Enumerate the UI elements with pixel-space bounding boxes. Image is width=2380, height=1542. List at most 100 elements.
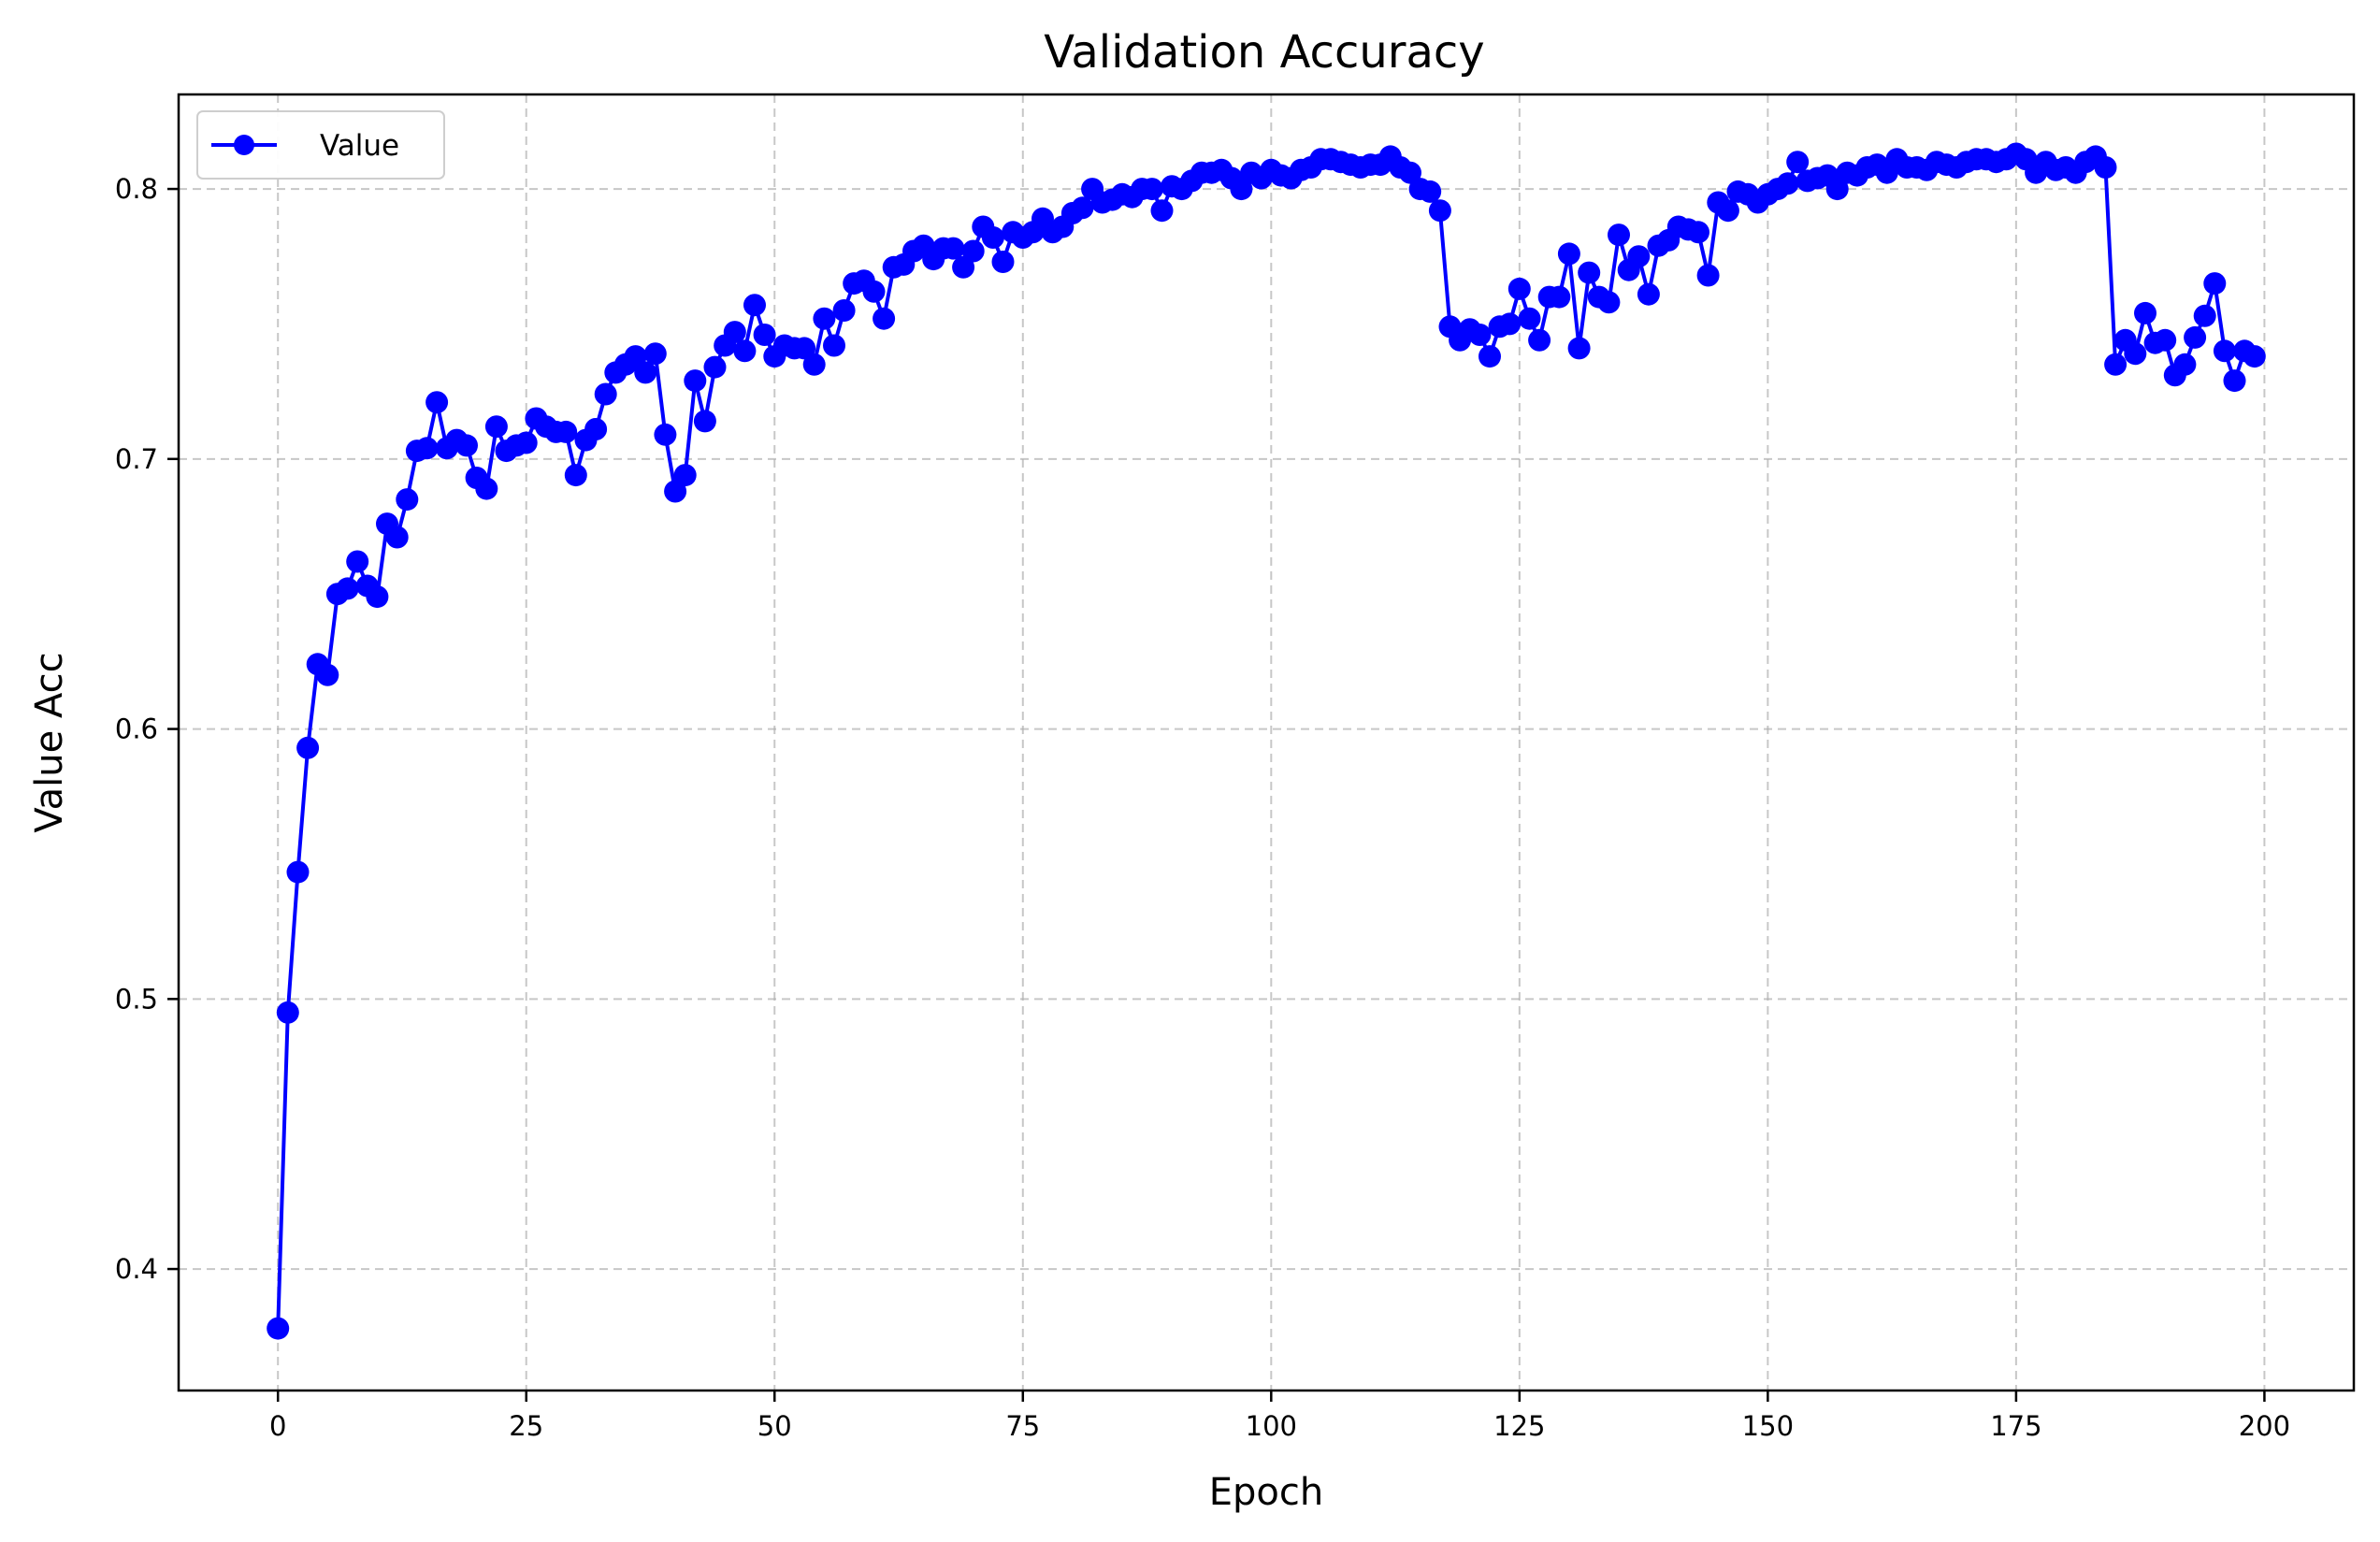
data-point bbox=[723, 321, 746, 344]
y-axis-title: Value Acc bbox=[28, 652, 71, 832]
data-point bbox=[1825, 178, 1849, 201]
data-point bbox=[1776, 172, 1799, 195]
data-point bbox=[1507, 277, 1531, 300]
data-point bbox=[594, 382, 617, 406]
data-point bbox=[426, 391, 449, 414]
data-point bbox=[634, 361, 657, 384]
y-tick-label: 0.7 bbox=[115, 443, 158, 475]
legend-box bbox=[196, 110, 445, 180]
data-point bbox=[991, 251, 1015, 273]
data-point bbox=[952, 255, 975, 279]
data-point bbox=[396, 488, 419, 512]
data-point bbox=[366, 585, 389, 609]
data-point bbox=[1230, 178, 1253, 201]
data-point bbox=[1478, 345, 1501, 368]
data-point bbox=[336, 577, 359, 600]
x-tick-label: 100 bbox=[1246, 1410, 1297, 1442]
data-point bbox=[664, 480, 687, 503]
data-point bbox=[813, 307, 836, 330]
data-point bbox=[267, 1317, 290, 1340]
data-point bbox=[555, 420, 578, 443]
data-point bbox=[484, 415, 508, 439]
data-point bbox=[1696, 264, 1720, 287]
legend: Value bbox=[196, 110, 445, 180]
data-point bbox=[584, 418, 608, 440]
y-tick-label: 0.6 bbox=[115, 713, 158, 745]
data-point bbox=[1557, 242, 1580, 266]
data-point bbox=[1548, 285, 1571, 309]
data-point bbox=[564, 464, 587, 487]
data-point bbox=[873, 307, 896, 330]
y-tick-label: 0.8 bbox=[115, 173, 158, 205]
data-point bbox=[643, 342, 667, 366]
x-tick-label: 75 bbox=[1005, 1410, 1040, 1442]
x-axis-title: Epoch bbox=[1209, 1471, 1323, 1514]
data-point bbox=[823, 334, 845, 357]
data-point bbox=[2094, 156, 2117, 179]
data-point bbox=[733, 339, 757, 363]
data-point bbox=[793, 337, 816, 360]
x-tick-label: 125 bbox=[1493, 1410, 1545, 1442]
x-tick-label: 50 bbox=[757, 1410, 792, 1442]
data-point bbox=[415, 437, 439, 460]
plot-frame bbox=[177, 93, 2356, 1392]
data-point bbox=[1150, 199, 1174, 223]
data-point bbox=[961, 239, 985, 263]
data-point bbox=[296, 736, 320, 759]
data-point bbox=[1786, 151, 1810, 174]
data-point bbox=[455, 434, 478, 457]
data-point bbox=[753, 324, 776, 346]
data-point bbox=[2134, 301, 2156, 324]
data-point bbox=[1578, 261, 1601, 284]
data-point bbox=[703, 355, 727, 379]
data-point bbox=[1071, 196, 1094, 220]
data-point bbox=[2203, 272, 2227, 295]
y-tick-label: 0.5 bbox=[115, 983, 158, 1015]
data-point bbox=[832, 299, 856, 322]
data-point bbox=[673, 464, 697, 487]
data-point bbox=[2243, 345, 2266, 368]
data-point bbox=[385, 526, 409, 549]
data-point bbox=[1567, 337, 1591, 360]
x-tick-label: 150 bbox=[1742, 1410, 1794, 1442]
data-point bbox=[743, 294, 766, 317]
data-point bbox=[346, 550, 369, 573]
data-point bbox=[1419, 180, 1442, 203]
data-point bbox=[624, 345, 647, 368]
data-point bbox=[1528, 328, 1551, 352]
y-tick-label: 0.4 bbox=[115, 1253, 158, 1285]
x-tick-label: 0 bbox=[269, 1410, 286, 1442]
legend-label: Value bbox=[320, 129, 399, 163]
data-point bbox=[684, 369, 707, 393]
data-point bbox=[2213, 339, 2236, 363]
data-point bbox=[1428, 199, 1451, 223]
data-point bbox=[316, 663, 339, 686]
data-point bbox=[1498, 312, 1522, 336]
data-point bbox=[1399, 161, 1421, 184]
data-point bbox=[514, 431, 538, 454]
legend-marker-sample bbox=[234, 135, 254, 155]
x-tick-label: 200 bbox=[2239, 1410, 2290, 1442]
data-point bbox=[1140, 178, 1163, 201]
tick-layer: 0 25 50 75 100 125 150 175 200 0.4 0.5 0.6 0.7 0.8 bbox=[115, 173, 2290, 1442]
data-point bbox=[1687, 221, 1709, 244]
data-point bbox=[862, 280, 886, 303]
data-point bbox=[2223, 369, 2246, 393]
data-point bbox=[2124, 342, 2147, 366]
data-point bbox=[1716, 199, 1739, 223]
series-layer bbox=[267, 142, 2266, 1340]
data-point bbox=[1468, 324, 1492, 346]
data-point bbox=[2184, 325, 2207, 349]
data-point bbox=[654, 423, 677, 446]
data-point bbox=[2193, 304, 2216, 327]
data-point bbox=[1627, 245, 1651, 268]
data-point bbox=[1637, 282, 1660, 306]
data-point bbox=[2173, 353, 2197, 376]
data-point bbox=[693, 410, 716, 433]
data-point bbox=[981, 226, 1004, 249]
data-point bbox=[802, 353, 826, 376]
x-tick-label: 25 bbox=[509, 1410, 543, 1442]
data-point bbox=[286, 860, 310, 884]
data-point bbox=[942, 237, 965, 260]
